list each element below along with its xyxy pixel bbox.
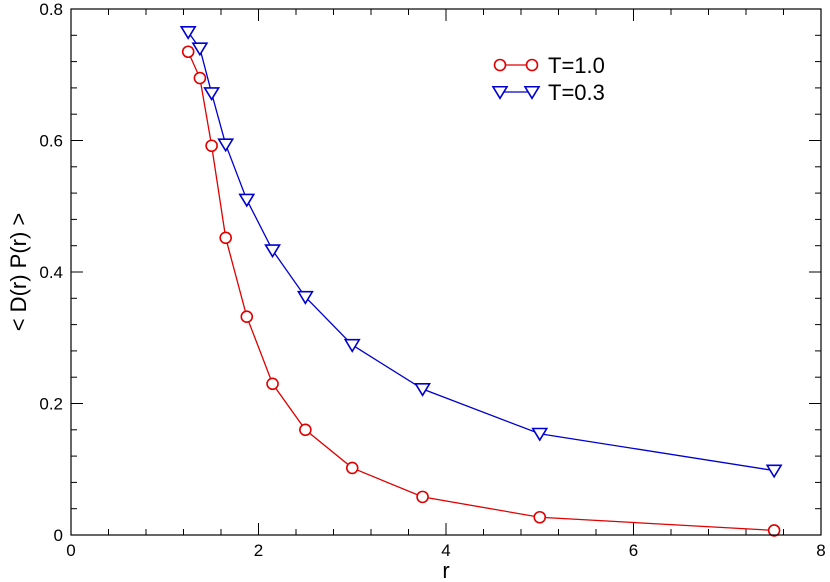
tick-marks [70,8,822,536]
series-layer [179,25,783,537]
legend-marker [493,58,507,72]
data-point [219,231,232,245]
legend: T=1.0T=0.3 [491,53,605,105]
data-point [193,71,207,85]
data-point [416,490,429,504]
y-tick-label: 0.8 [39,0,63,19]
x-tick-label: 0 [66,541,75,560]
data-point [343,338,361,353]
legend-label: T=0.3 [548,80,605,105]
x-tick-label: 6 [629,541,638,560]
data-point [238,193,256,208]
tick-labels: 0 2 4 6 8 0 0.2 0.4 0.6 0.8 [39,0,825,560]
legend-label: T=1.0 [548,53,605,78]
y-tick-label: 0 [54,526,63,545]
data-point [240,310,254,324]
data-point [266,377,279,391]
y-tick-label: 0.4 [39,263,63,282]
legend-item-0: T=1.0 [493,53,605,78]
legend-marker [491,85,509,100]
series-0 [181,45,781,537]
data-point [264,244,281,259]
data-point [203,87,221,102]
plot-frame [70,8,822,536]
data-point [205,139,218,153]
data-point [345,461,359,475]
data-point [179,25,197,40]
data-point [414,382,431,397]
data-point [181,45,195,59]
data-point [191,42,209,57]
legend-marker [523,85,541,100]
x-axis-label: r [442,558,449,582]
data-point [767,524,781,537]
x-tick-label: 8 [816,541,825,560]
y-tick-label: 0.6 [39,132,63,151]
data-point [765,464,783,479]
series-line [187,51,775,532]
data-point [299,423,312,437]
data-point [531,427,549,442]
x-tick-label: 2 [254,541,263,560]
data-point [217,138,235,153]
data-point [296,290,314,305]
y-tick-label: 0.2 [39,395,63,414]
data-point [533,510,547,524]
legend-item-1: T=0.3 [491,80,605,105]
y-axis-label: < D(r) P(r) > [6,213,31,332]
series-1 [179,25,783,479]
x-tick-label: 4 [441,541,450,560]
legend-marker [525,58,539,72]
